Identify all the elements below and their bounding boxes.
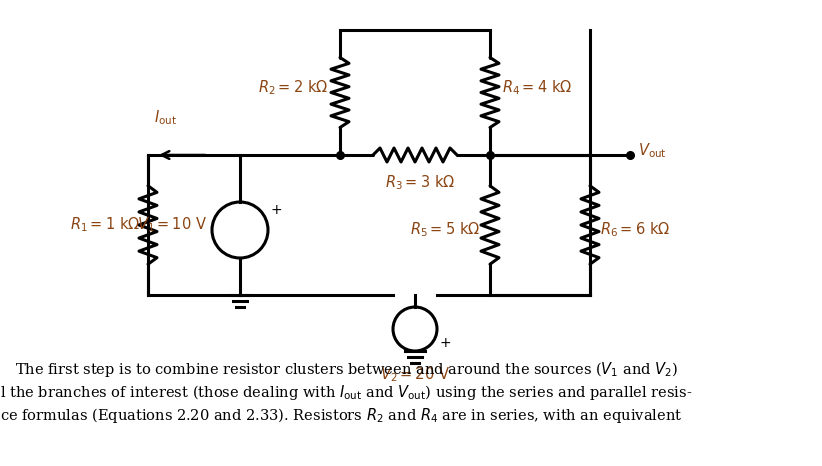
Text: $V_1 = 10\ \rm V$: $V_1 = 10\ \rm V$ [136, 216, 207, 234]
Text: $R_1 = 1\ \rm k\Omega$: $R_1 = 1\ \rm k\Omega$ [70, 216, 140, 234]
Text: $R_5 = 5\ \rm k\Omega$: $R_5 = 5\ \rm k\Omega$ [410, 220, 480, 240]
Text: $+$: $+$ [439, 336, 451, 350]
Text: $V_{\rm out}$: $V_{\rm out}$ [638, 142, 667, 160]
Text: $+$: $+$ [270, 203, 282, 217]
Text: $R_3 = 3\ \rm k\Omega$: $R_3 = 3\ \rm k\Omega$ [385, 173, 455, 192]
Text: The first step is to combine resistor clusters between and around the sources ($: The first step is to combine resistor cl… [15, 360, 678, 379]
Text: $R_2 = 2\ \rm k\Omega$: $R_2 = 2\ \rm k\Omega$ [258, 78, 328, 97]
Text: ce formulas (Equations 2.20 and 2.33). Resistors $R_2$ and $R_4$ are in series, : ce formulas (Equations 2.20 and 2.33). R… [0, 406, 682, 425]
Text: l the branches of interest (those dealing with $I_{\rm out}$ and $V_{\rm out}$) : l the branches of interest (those dealin… [0, 383, 692, 402]
Text: $R_4 = 4\ \rm k\Omega$: $R_4 = 4\ \rm k\Omega$ [502, 78, 572, 97]
Text: $V_2 = 20\ \rm V$: $V_2 = 20\ \rm V$ [380, 365, 450, 384]
Text: $I_{\rm out}$: $I_{\rm out}$ [154, 108, 177, 127]
Text: $R_6 = 6\ \rm k\Omega$: $R_6 = 6\ \rm k\Omega$ [600, 220, 670, 240]
